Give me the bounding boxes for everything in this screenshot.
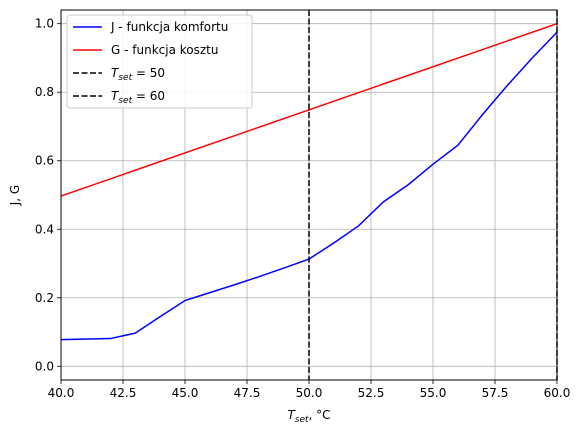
- x-tick-label: 50.0: [296, 386, 323, 400]
- x-tick-label: 52.5: [358, 386, 385, 400]
- label-sub: set: [118, 96, 132, 106]
- legend-box: [66, 14, 253, 109]
- x-tick-label: 45.0: [172, 386, 199, 400]
- legend-vline-1-label: Tset = 60: [111, 89, 165, 106]
- axis-labels: Tset, °C J, G: [8, 185, 331, 425]
- label-main: T: [111, 89, 120, 103]
- x-tick-label: 47.5: [234, 386, 261, 400]
- x-tick-label: 60.0: [544, 386, 571, 400]
- series-layer: [60, 22, 558, 341]
- series-line-1: [60, 22, 558, 197]
- x-axis-label: Tset, °C: [287, 408, 330, 425]
- y-axis-label: J, G: [8, 185, 22, 206]
- y-tick-label: 0.0: [35, 359, 54, 373]
- ticks: 40.0 42.5 45.0 47.5 50.0 52.5 55.0 57.5 60.0 0.0 0…: [35, 17, 570, 400]
- label-main: T: [287, 408, 296, 422]
- label-rest: = 50: [132, 66, 165, 80]
- legend-series-1-label: G - funkcja kosztu: [111, 43, 218, 57]
- y-tick-label: 0.8: [35, 85, 54, 99]
- label-sub: set: [118, 73, 132, 83]
- x-tick-label: 40.0: [48, 386, 75, 400]
- y-tick-label: 1.0: [35, 17, 54, 31]
- x-tick-label: 42.5: [110, 386, 137, 400]
- legend-series-0-label: J - funkcja komfortu: [110, 20, 228, 34]
- x-tick-label: 55.0: [420, 386, 447, 400]
- series-line-0: [60, 31, 558, 341]
- label-sub: set: [295, 415, 309, 425]
- legend-vline-0-label: Tset = 50: [111, 66, 165, 83]
- y-tick-label: 0.4: [35, 222, 54, 236]
- x-tick-label: 57.5: [482, 386, 509, 400]
- y-tick-label: 0.2: [35, 291, 54, 305]
- label-main: T: [111, 66, 120, 80]
- label-rest: = 60: [132, 89, 165, 103]
- label-rest: , °C: [309, 408, 331, 422]
- legend: J - funkcja komfortu G - funkcja kosztu Ts…: [66, 14, 253, 109]
- y-tick-label: 0.6: [35, 154, 54, 168]
